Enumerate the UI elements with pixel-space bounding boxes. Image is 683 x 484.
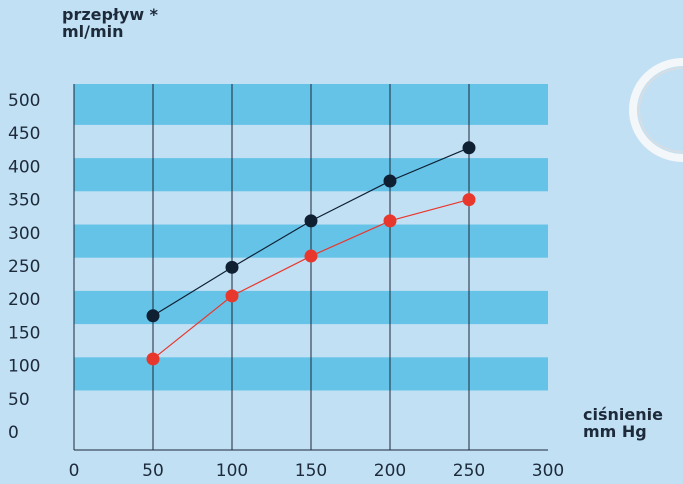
data-point	[225, 289, 239, 303]
data-point	[304, 249, 318, 263]
y-tick-label: 0	[8, 423, 19, 443]
x-tick-label: 300	[532, 461, 564, 481]
ring-inner	[638, 67, 683, 153]
y-tick-labels: 0 50 100 150 200 250 300 350 400 450 500	[8, 91, 40, 443]
y-tick-label: 350	[8, 191, 40, 211]
y-tick-label: 400	[8, 157, 40, 177]
y-tick-label: 100	[8, 357, 40, 377]
data-point	[462, 141, 476, 155]
y-tick-label: 450	[8, 124, 40, 144]
y-tick-label: 300	[8, 224, 40, 244]
x-tick-label: 50	[142, 461, 164, 481]
data-series	[146, 141, 476, 366]
x-tick-label: 250	[453, 461, 485, 481]
y-axis-title-line2: ml/min	[62, 22, 124, 41]
data-point	[146, 309, 160, 323]
x-axis-title-line1: ciśnienie	[583, 405, 663, 424]
x-tick-label: 0	[69, 461, 80, 481]
y-tick-label: 200	[8, 290, 40, 310]
data-point	[146, 352, 160, 366]
data-point	[383, 174, 397, 188]
ring-outer	[629, 58, 683, 162]
y-axis-title: przepływ * ml/min	[62, 6, 158, 40]
x-tick-label: 150	[295, 461, 327, 481]
x-tick-label: 100	[216, 461, 248, 481]
data-point	[225, 260, 239, 274]
x-tick-label: 200	[374, 461, 406, 481]
data-point	[462, 193, 476, 207]
y-tick-label: 500	[8, 91, 40, 111]
ring-decoration	[629, 58, 683, 162]
y-tick-label: 150	[8, 323, 40, 343]
y-tick-label: 250	[8, 257, 40, 277]
x-axis-title: ciśnienie mm Hg	[583, 406, 663, 440]
y-tick-label: 50	[8, 390, 30, 410]
y-axis-title-line1: przepływ *	[62, 5, 159, 24]
data-point	[383, 214, 397, 228]
vertical-gridlines	[152, 84, 470, 450]
data-point	[304, 214, 318, 228]
x-axis-title-line2: mm Hg	[583, 422, 647, 441]
x-tick-labels: 0 50 100 150 200 250 300	[69, 461, 565, 481]
